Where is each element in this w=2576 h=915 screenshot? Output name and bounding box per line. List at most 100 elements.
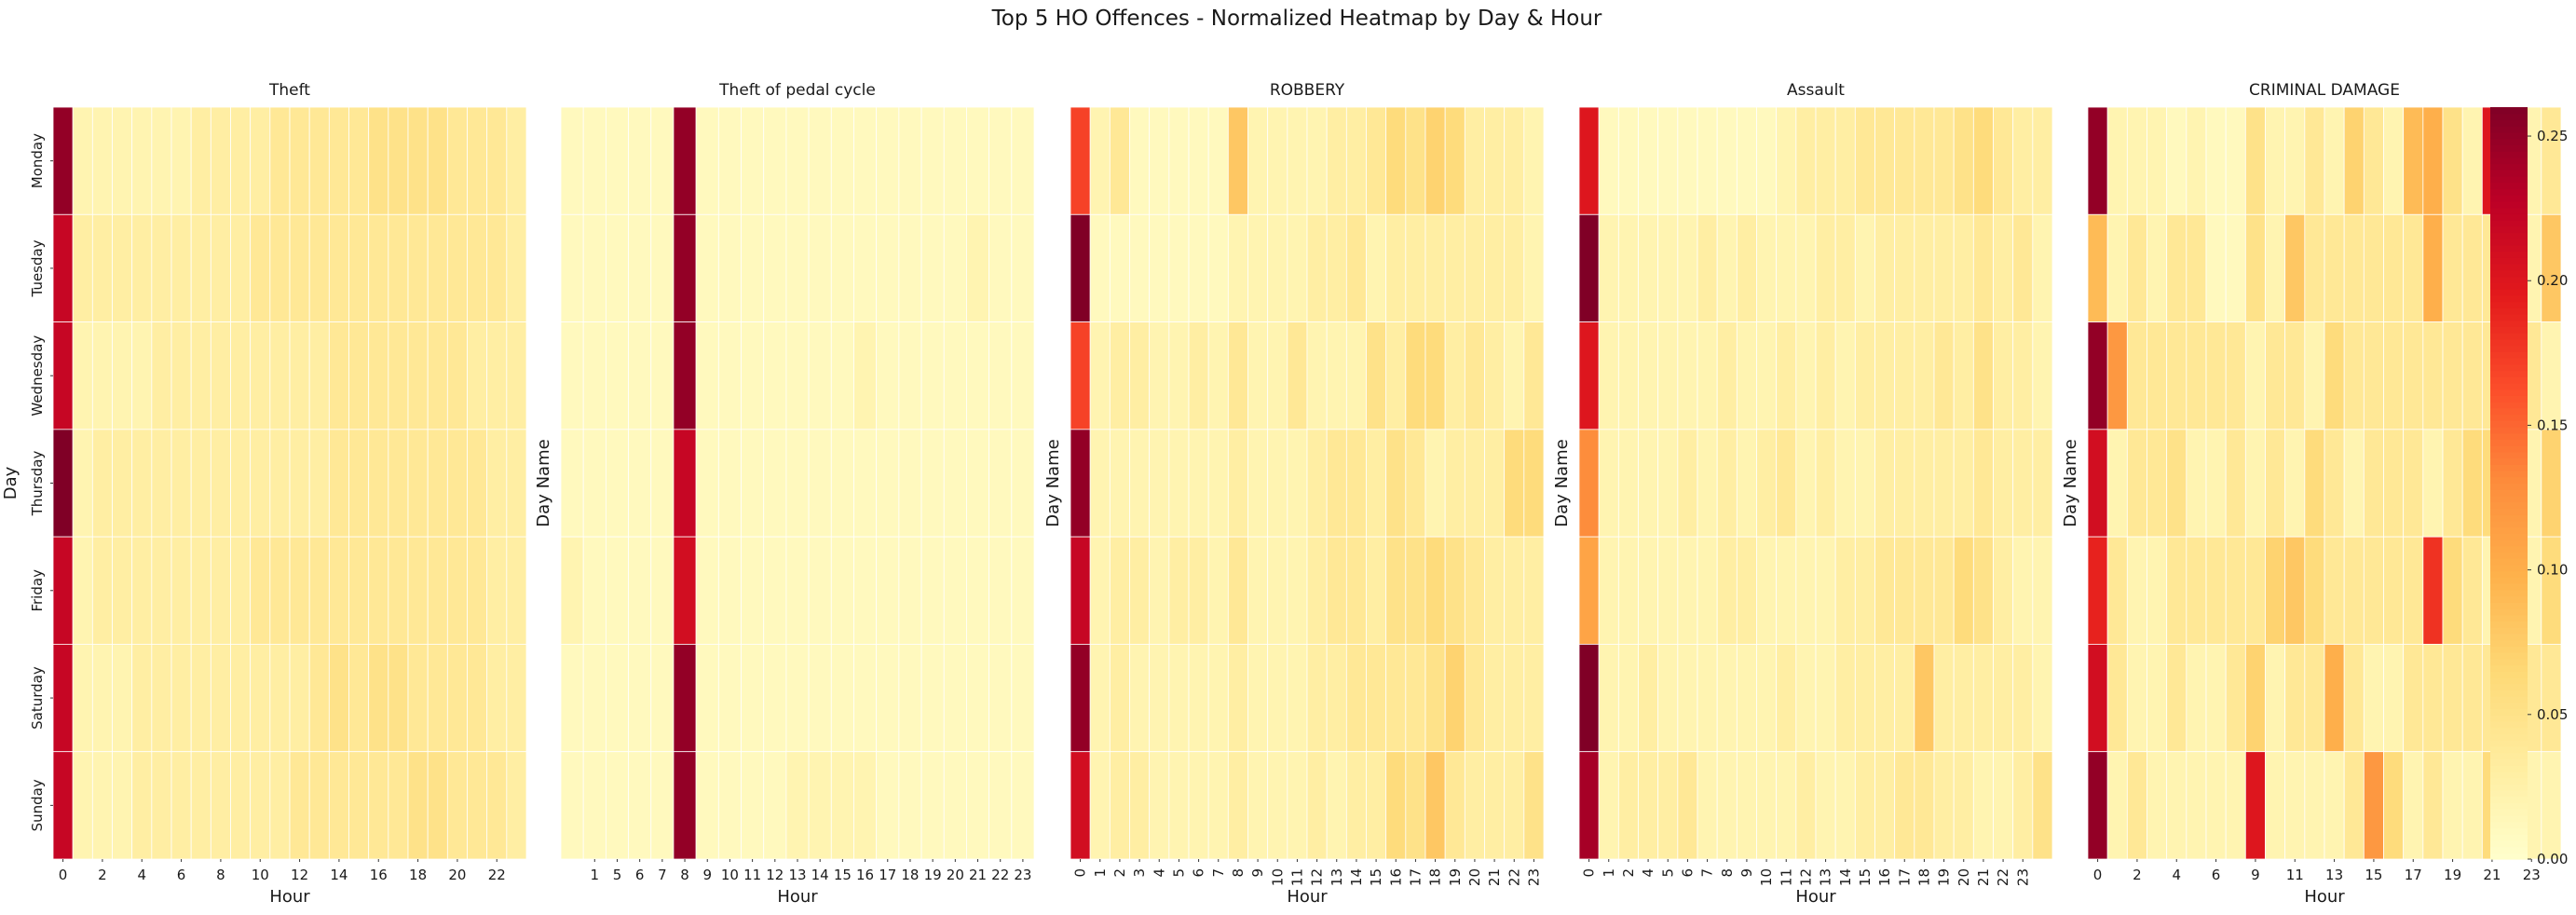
x-tick-label: 9 (2251, 867, 2260, 883)
colorbar-segment (2490, 358, 2528, 365)
heatmap-cell (1424, 213, 1446, 322)
heatmap-cell (808, 751, 832, 860)
heatmap-cell (1287, 213, 1308, 322)
heatmap-cell (2343, 644, 2365, 753)
heatmap-cell (2166, 213, 2188, 322)
heatmap-cell (605, 751, 629, 860)
heatmap-cell (1149, 321, 1170, 430)
heatmap-cell (1914, 536, 1935, 645)
x-tick-label: 23 (1014, 867, 1031, 883)
x-tick-label: 12 (291, 867, 308, 883)
heatmap-cell (1834, 429, 1856, 538)
colorbar-segment (2490, 608, 2528, 616)
heatmap-cell (2422, 106, 2444, 215)
heatmap-cell (1444, 321, 1465, 430)
heatmap-cell (190, 751, 211, 860)
heatmap-cell (388, 213, 409, 322)
heatmap-cell (1345, 751, 1367, 860)
heatmap-cell (1405, 106, 1426, 215)
heatmap-cell (190, 106, 211, 215)
x-tick-label: 18 (1427, 868, 1444, 886)
heatmap-cell (1697, 213, 1718, 322)
heatmap-cell (741, 106, 765, 215)
heatmap-cell (1129, 751, 1151, 860)
heatmap-cell (1188, 321, 1209, 430)
heatmap-cell (368, 106, 389, 215)
x-tick-label: 9 (1249, 868, 1266, 878)
heatmap-cell (1914, 213, 1935, 322)
heatmap-cell (190, 644, 211, 753)
x-tick-label: 2 (1620, 868, 1637, 878)
heatmap-cell (763, 536, 787, 645)
heatmap-cell (250, 751, 271, 860)
heatmap-cell (695, 213, 719, 322)
heatmap-cell (2461, 429, 2483, 538)
colorbar-segment (2490, 389, 2528, 396)
colorbar-segment (2490, 614, 2528, 622)
heatmap-cell (1993, 429, 2014, 538)
colorbar-segment (2490, 395, 2528, 403)
colorbar-segment (2490, 382, 2528, 390)
heatmap-cell (2166, 321, 2188, 430)
heatmap-cell (1287, 106, 1308, 215)
heatmap-cell (2012, 106, 2034, 215)
x-tick-label: 23 (2014, 868, 2031, 886)
heatmap-cell (2304, 429, 2325, 538)
heatmap-cell (2106, 536, 2128, 645)
heatmap-cell (1834, 106, 1856, 215)
heatmap-cell (1247, 644, 1269, 753)
x-tick-label: 9 (702, 867, 712, 883)
heatmap-cell (1914, 644, 1935, 753)
heatmap-cell (1227, 429, 1248, 538)
heatmap-cell (170, 536, 192, 645)
heatmap-cell (763, 106, 787, 215)
heatmap-cell (1657, 751, 1679, 860)
heatmap-cell (1854, 321, 1875, 430)
heatmap-cell (2383, 321, 2405, 430)
x-tick-label: 1 (591, 867, 600, 883)
heatmap-cell (1578, 751, 1600, 860)
heatmap-cell (151, 751, 172, 860)
heatmap-cell (1405, 536, 1426, 645)
heatmap-cell (2147, 321, 2168, 430)
colorbar-segment (2490, 602, 2528, 609)
y-tick-label: Wednesday (29, 335, 46, 417)
colorbar-segment (2490, 131, 2528, 140)
heatmap-cell (1070, 321, 1091, 430)
heatmap-cell (486, 321, 508, 430)
heatmap-cell (2225, 644, 2246, 753)
colorbar-tick-label: 0.10 (2537, 562, 2568, 579)
heatmap-cell (1523, 429, 1545, 538)
heatmap-cell (1972, 321, 1994, 430)
heatmap-cell (210, 536, 231, 645)
heatmap-cell (2363, 106, 2384, 215)
heatmap-cell (2363, 321, 2384, 430)
heatmap-cell (446, 536, 468, 645)
heatmap-cell (1756, 429, 1778, 538)
heatmap-cell (1444, 106, 1465, 215)
heatmap-cell (1424, 536, 1446, 645)
heatmap-cell (1168, 751, 1190, 860)
x-tick-label: 18 (1915, 868, 1932, 886)
heatmap-cell (427, 429, 448, 538)
heatmap-cell (1756, 213, 1778, 322)
heatmap-cell (1756, 751, 1778, 860)
heatmap-cell (943, 429, 967, 538)
panel-criminal-damage: CRIMINAL DAMAGE 0 2 4 6 9 11 13 15 17 19 21 23 Hour Da… (2061, 81, 2562, 907)
heatmap-cell (605, 536, 629, 645)
heatmap-cell (2166, 429, 2188, 538)
heatmap-cell (628, 213, 652, 322)
heatmap-cell (1385, 751, 1407, 860)
x-tick-label: 5 (1170, 868, 1187, 878)
heatmap-cell (91, 321, 113, 430)
heatmap-cell (170, 751, 192, 860)
heatmap-cell (210, 751, 231, 860)
x-tick-label: 9 (1738, 868, 1755, 878)
heatmap-cell (2284, 536, 2306, 645)
colorbar-segment (2490, 307, 2528, 315)
heatmap-cell (348, 106, 370, 215)
colorbar-segment (2490, 758, 2528, 766)
heatmap-cell (2324, 751, 2345, 860)
colorbar-segment (2490, 853, 2528, 860)
